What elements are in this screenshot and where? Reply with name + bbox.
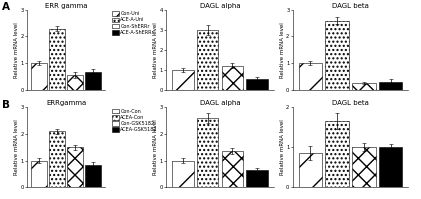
Bar — [379, 82, 402, 90]
Y-axis label: Relative mRNA level: Relative mRNA level — [14, 22, 19, 78]
Bar — [85, 72, 101, 90]
Bar — [172, 161, 194, 187]
Bar — [172, 70, 194, 90]
Bar — [197, 118, 218, 187]
Bar — [32, 161, 47, 187]
Bar — [299, 153, 322, 187]
Y-axis label: Relative mRNA level: Relative mRNA level — [153, 22, 158, 78]
Bar — [352, 83, 376, 90]
Title: ERRgamma: ERRgamma — [46, 100, 86, 106]
Bar — [325, 121, 349, 187]
Bar — [325, 20, 349, 90]
Bar — [32, 63, 47, 90]
Title: ERR gamma: ERR gamma — [45, 3, 88, 9]
Title: DAGL beta: DAGL beta — [332, 100, 369, 106]
Bar — [197, 30, 218, 90]
Bar — [246, 170, 268, 187]
Bar — [221, 151, 243, 187]
Y-axis label: Relative mRNA level: Relative mRNA level — [280, 119, 285, 175]
Y-axis label: Relative mRNA level: Relative mRNA level — [153, 119, 158, 175]
Bar — [67, 75, 83, 90]
Bar — [221, 66, 243, 90]
Bar — [299, 63, 322, 90]
Text: B: B — [2, 100, 10, 109]
Bar — [246, 79, 268, 90]
Title: DAGL alpha: DAGL alpha — [200, 3, 240, 9]
Legend: Con-Con, ACEA-Con, Con-GSK5182, ACEA-GSK5182: Con-Con, ACEA-Con, Con-GSK5182, ACEA-GSK… — [112, 108, 158, 133]
Bar — [379, 147, 402, 187]
Title: DAGL alpha: DAGL alpha — [200, 100, 240, 106]
Bar — [49, 28, 65, 90]
Bar — [49, 131, 65, 187]
Bar — [67, 147, 83, 187]
Legend: Con-Uni, ACE-A-Uni, Con-ShERRr, ACE-A-ShERRr: Con-Uni, ACE-A-Uni, Con-ShERRr, ACE-A-Sh… — [112, 11, 155, 35]
Y-axis label: Relative mRNA level: Relative mRNA level — [14, 119, 19, 175]
Bar — [85, 165, 101, 187]
Text: A: A — [2, 2, 10, 12]
Bar — [352, 147, 376, 187]
Y-axis label: Relative mRNA level: Relative mRNA level — [280, 22, 285, 78]
Title: DAGL beta: DAGL beta — [332, 3, 369, 9]
